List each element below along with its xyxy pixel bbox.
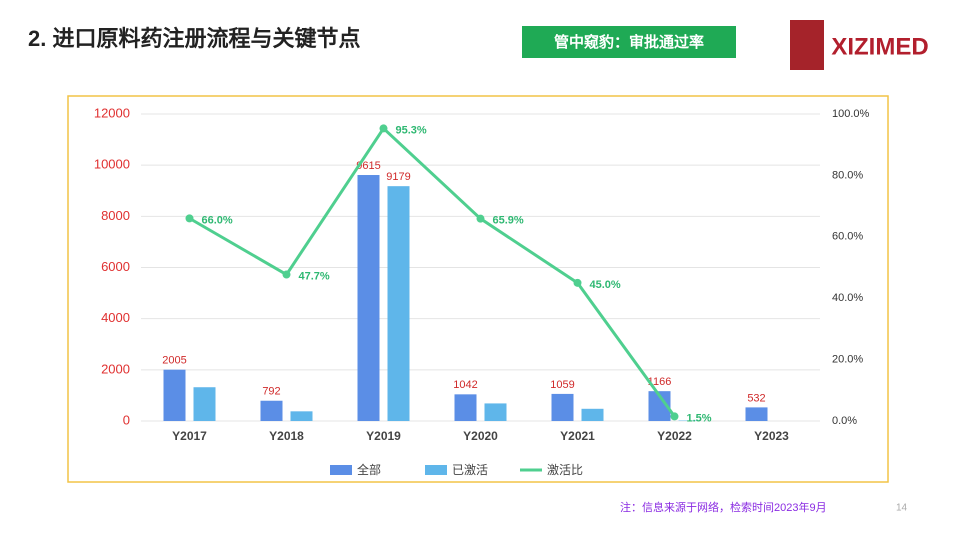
data-label: 532 (747, 392, 765, 404)
y-tick-label: 2000 (101, 361, 130, 376)
bar (648, 391, 671, 421)
badge: 管中窥豹：审批通过率 (554, 33, 704, 51)
x-tick-label: Y2019 (366, 429, 401, 443)
y-tick-label: 10000 (94, 157, 130, 172)
bar (484, 403, 507, 421)
line-point (476, 214, 485, 223)
data-label: 792 (262, 386, 280, 398)
line-label: 95.3% (396, 124, 427, 136)
page-number: 14 (896, 503, 908, 514)
y-tick-label: 6000 (101, 259, 130, 274)
legend-label: 已激活 (452, 463, 488, 477)
badge-bg (522, 26, 736, 58)
bar (454, 394, 477, 421)
data-label: 9179 (386, 171, 410, 183)
line-point (185, 214, 194, 223)
x-tick-label: Y2021 (560, 429, 595, 443)
x-tick-label: Y2018 (269, 429, 304, 443)
chart-frame (67, 95, 889, 483)
line-point (282, 270, 291, 279)
y-tick-label: 0 (123, 412, 130, 427)
y2-tick-label: 0.0% (832, 415, 857, 427)
y2-tick-label: 20.0% (832, 354, 863, 366)
legend-label: 全部 (357, 462, 381, 477)
y-tick-label: 4000 (101, 310, 130, 325)
line-label: 65.9% (493, 215, 524, 227)
bar (357, 175, 380, 421)
x-tick-label: Y2023 (754, 429, 789, 443)
bar (745, 407, 768, 421)
footnote: 注：信息来源于网络，检索时间2023年9月 (620, 500, 827, 514)
line-point (573, 278, 582, 287)
slide-title: 2. 进口原料药注册流程与关键节点 (28, 26, 360, 51)
bar (551, 393, 574, 421)
line-point (379, 124, 388, 133)
legend-label: 激活比 (547, 463, 583, 477)
y2-tick-label: 80.0% (832, 169, 863, 181)
x-tick-label: Y2017 (172, 429, 207, 443)
data-label: 1042 (453, 379, 477, 391)
data-label: 2005 (162, 355, 186, 367)
y2-tick-label: 100.0% (832, 108, 870, 120)
logo-mark (790, 20, 824, 70)
legend-swatch (330, 465, 352, 475)
logo: XIZIMED (831, 33, 928, 60)
x-tick-label: Y2022 (657, 429, 692, 443)
bar (163, 369, 186, 421)
y-tick-label: 12000 (94, 105, 130, 120)
legend-swatch (425, 465, 447, 475)
bar (387, 186, 410, 421)
data-label: 1059 (550, 379, 574, 391)
bar (193, 387, 216, 421)
line-label: 1.5% (687, 412, 712, 424)
line (188, 126, 676, 418)
bar (290, 411, 313, 421)
bar (581, 408, 604, 421)
line-point (670, 412, 679, 421)
y-tick-label: 8000 (101, 208, 130, 223)
x-tick-label: Y2020 (463, 429, 498, 443)
y2-tick-label: 40.0% (832, 292, 863, 304)
line-label: 47.7% (299, 270, 330, 282)
line-label: 45.0% (590, 279, 621, 291)
bar (260, 400, 283, 421)
y2-tick-label: 60.0% (832, 231, 863, 243)
line-label: 66.0% (202, 214, 233, 226)
